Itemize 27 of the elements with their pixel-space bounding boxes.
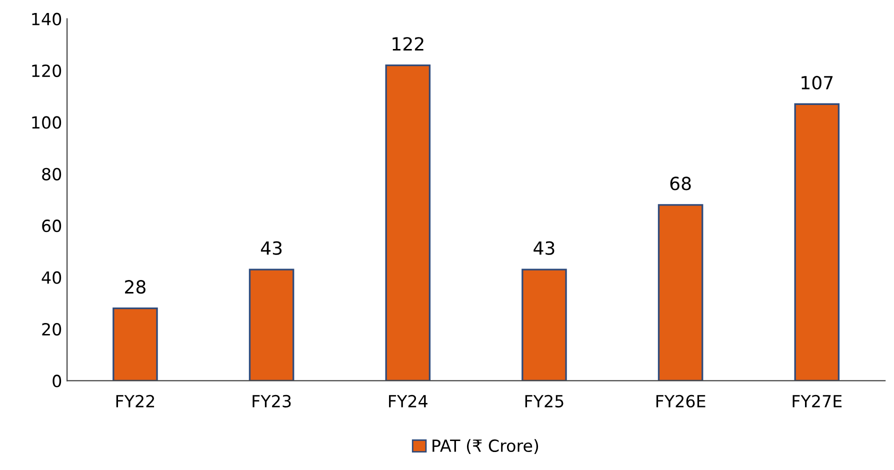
- x-tick-label: FY22: [116, 394, 154, 408]
- y-tick-label: 100: [32, 116, 62, 129]
- x-tick-label: FY24: [389, 394, 428, 408]
- y-tick-label: 80: [42, 168, 62, 180]
- y-tick-label: 0: [52, 374, 62, 388]
- bar: [385, 64, 431, 381]
- bar: [522, 268, 567, 381]
- y-tick-label: 40: [42, 271, 62, 284]
- x-tick-label: FY23: [252, 394, 291, 408]
- data-label: 122: [392, 37, 424, 50]
- bar: [658, 204, 704, 381]
- x-tick-label: FY25: [525, 394, 564, 408]
- data-label: 68: [670, 176, 691, 190]
- y-tick-label: 120: [32, 64, 62, 78]
- legend-label: PAT (₹ Crore): [432, 439, 538, 454]
- data-label: 28: [125, 280, 146, 294]
- data-label: 43: [534, 241, 554, 255]
- bar: [248, 268, 294, 381]
- y-tick-label: 140: [32, 12, 62, 26]
- bar: [112, 307, 158, 381]
- data-label: 107: [802, 76, 833, 90]
- y-tick-label: 20: [42, 322, 62, 336]
- data-label: 43: [260, 241, 282, 255]
- y-tick-label: 60: [42, 220, 62, 232]
- bar: [794, 103, 840, 381]
- x-tick-label: FY26E: [656, 394, 706, 408]
- x-tick-label: FY27E: [792, 394, 842, 408]
